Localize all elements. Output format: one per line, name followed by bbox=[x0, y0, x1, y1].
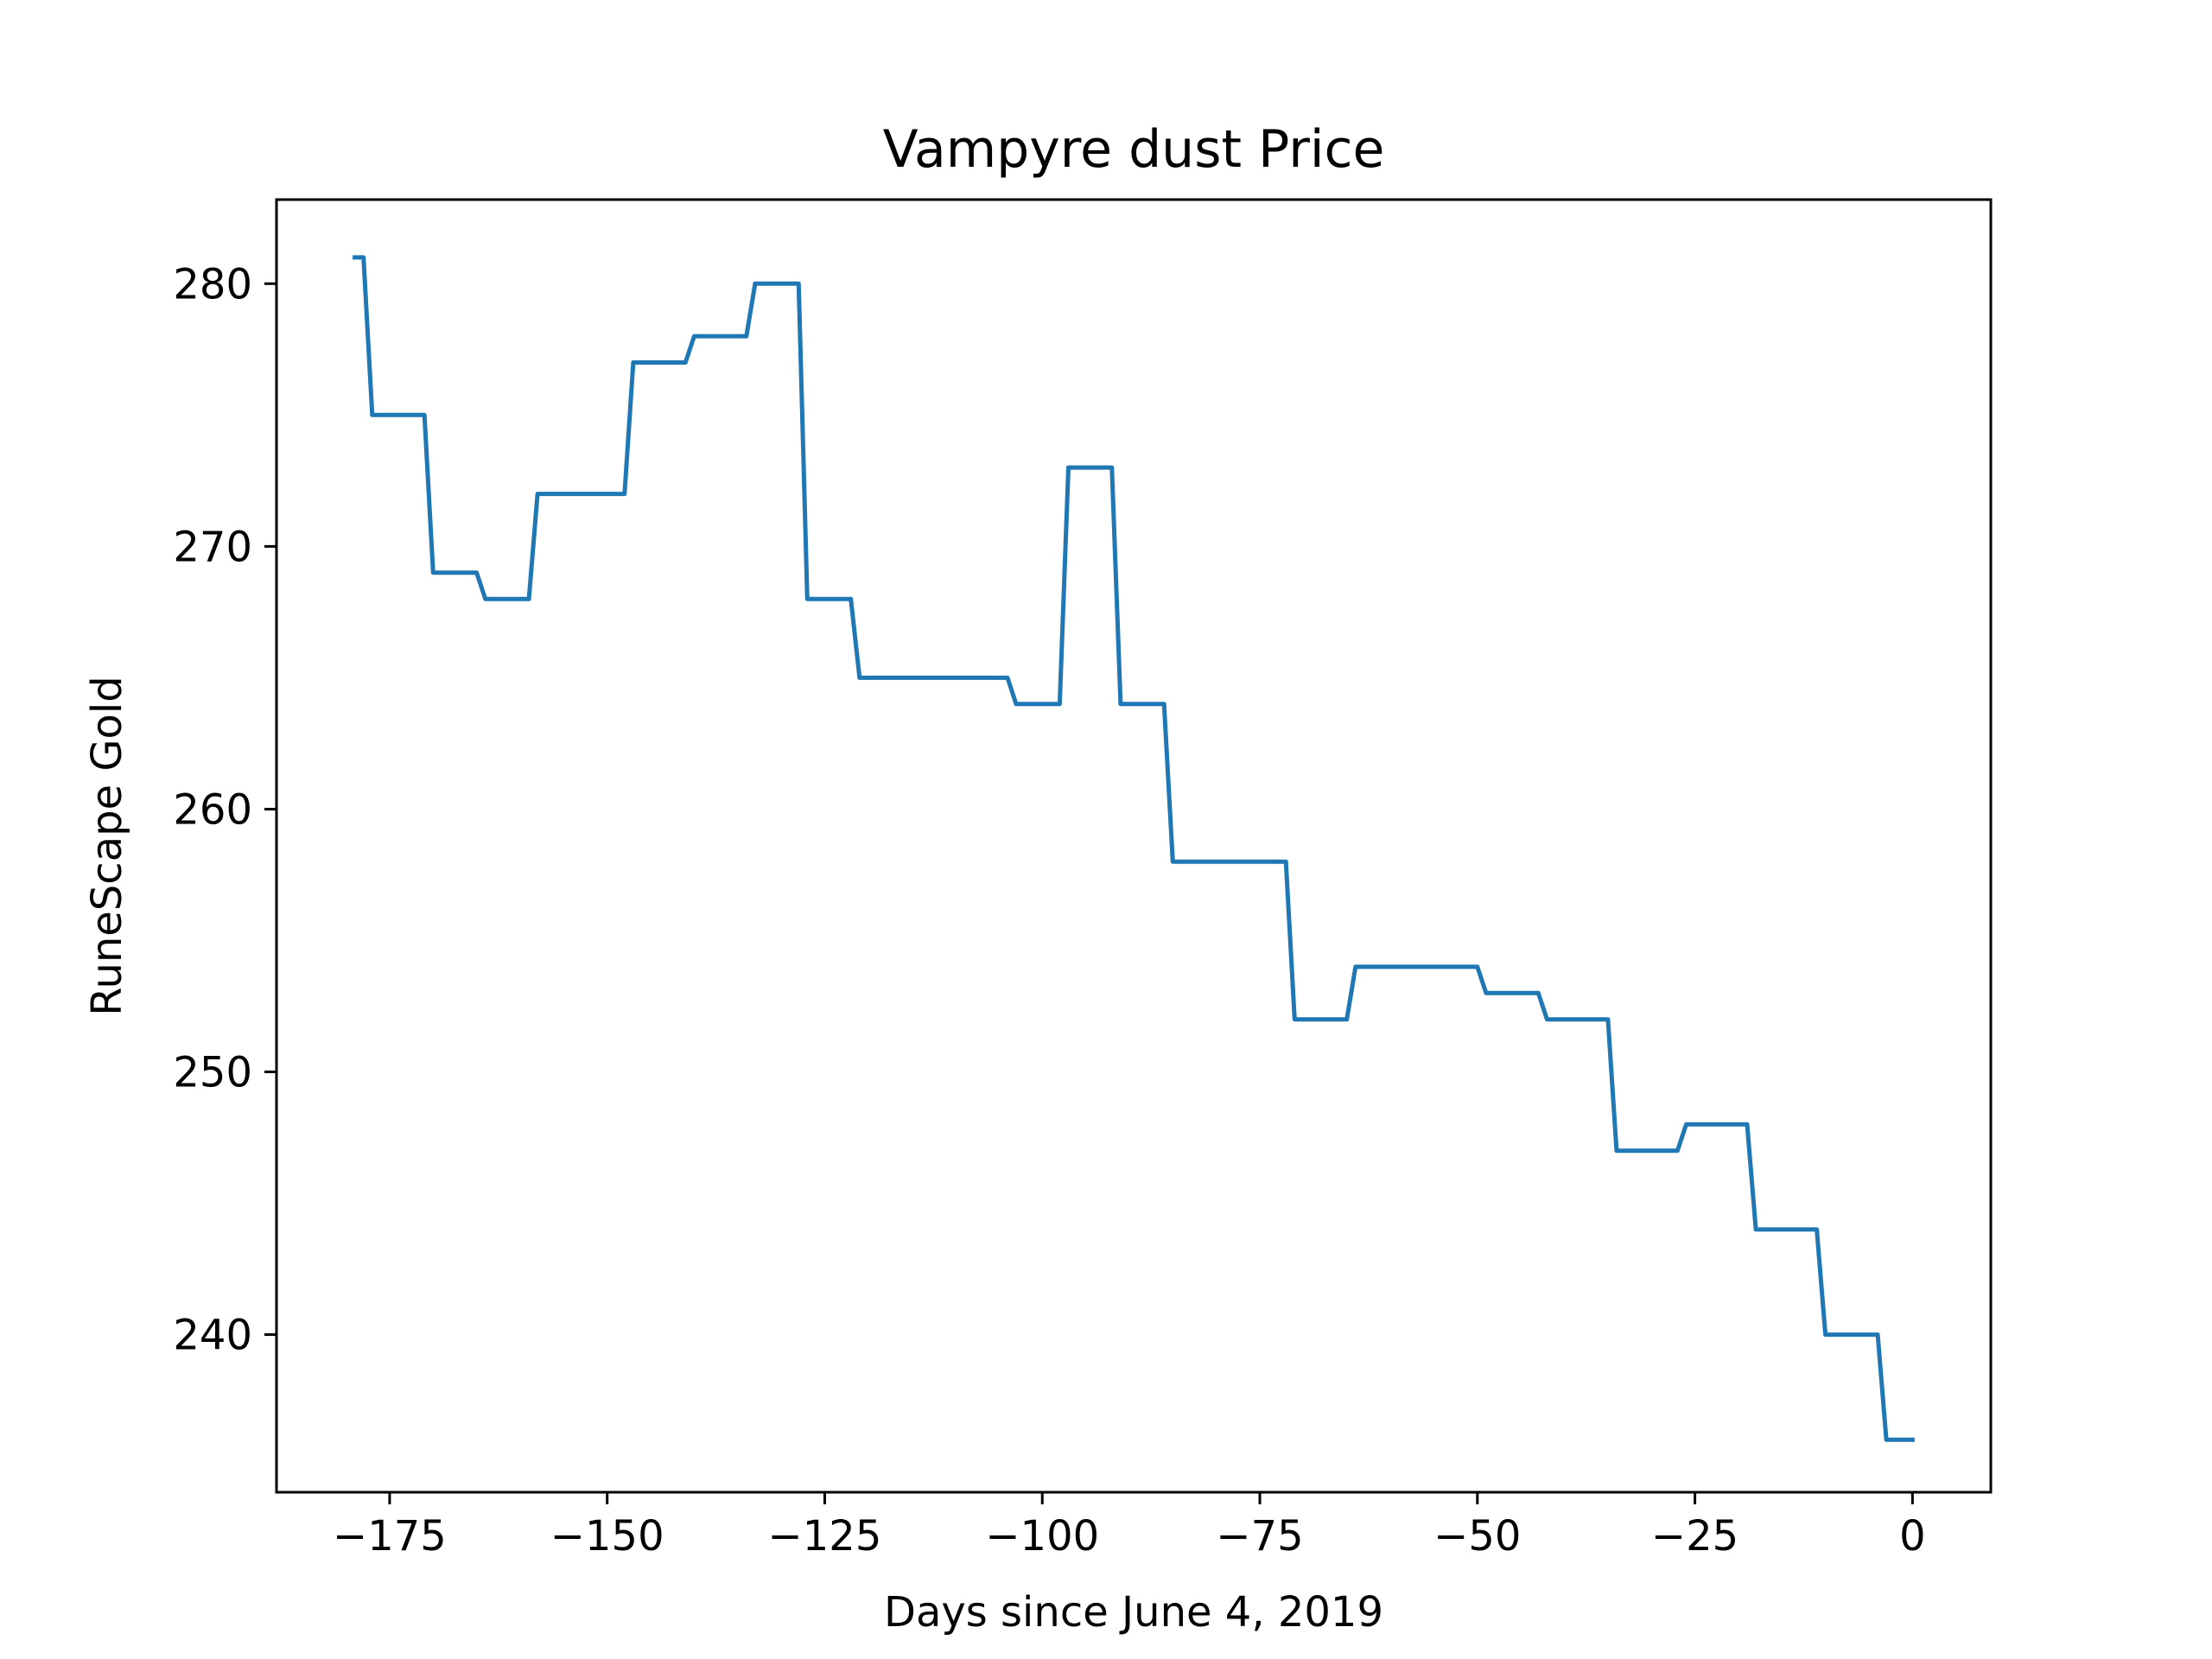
x-axis-label: Days since June 4, 2019 bbox=[884, 1588, 1383, 1637]
x-tick-label: −50 bbox=[1433, 1512, 1521, 1560]
y-tick-label: 240 bbox=[173, 1312, 252, 1360]
x-axis: −175 −150 −125 −100 −75 −50 −25 0 bbox=[333, 1492, 1926, 1560]
x-tick-label: −175 bbox=[333, 1512, 447, 1560]
x-tick-label: −150 bbox=[550, 1512, 664, 1560]
y-axis: 240 250 260 270 280 bbox=[173, 260, 276, 1360]
x-tick-label: −125 bbox=[768, 1512, 882, 1560]
series-line-0 bbox=[353, 255, 1915, 1442]
x-tick-label: −75 bbox=[1216, 1512, 1303, 1560]
y-axis-label: RuneScape Gold bbox=[83, 676, 131, 1015]
x-tick-label: 0 bbox=[1899, 1512, 1926, 1560]
plot-area bbox=[353, 255, 1915, 1442]
chart-title: Vampyre dust Price bbox=[883, 119, 1385, 180]
y-tick-label: 250 bbox=[173, 1048, 252, 1096]
x-tick-label: −25 bbox=[1651, 1512, 1738, 1560]
y-tick-label: 260 bbox=[173, 785, 252, 834]
y-tick-label: 280 bbox=[173, 260, 252, 308]
x-tick-label: −100 bbox=[985, 1512, 1099, 1560]
y-tick-label: 270 bbox=[173, 523, 252, 571]
axes-frame bbox=[275, 198, 1993, 1494]
